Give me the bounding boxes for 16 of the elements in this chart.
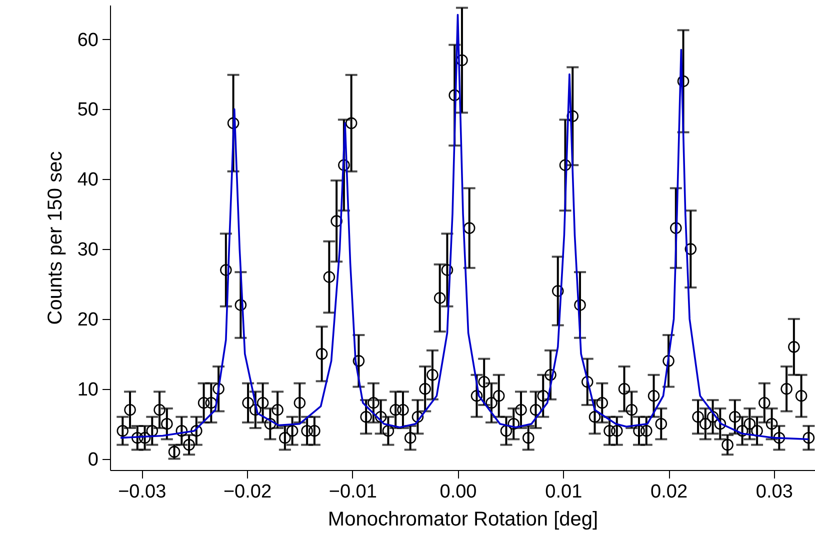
y-tick-label: 60 (77, 30, 98, 51)
x-axis-title: Monochromator Rotation [deg] (328, 508, 598, 530)
x-tick-label: −0.02 (223, 482, 272, 502)
y-tick-label: 50 (77, 100, 98, 121)
y-axis-title: Counts per 150 sec (44, 151, 66, 325)
y-tick-label: 40 (77, 170, 98, 191)
x-tick-label: 0.01 (545, 482, 582, 502)
x-tick-label: 0.03 (756, 482, 793, 502)
x-tick-label: −0.03 (118, 482, 166, 502)
y-tick-label: 30 (77, 240, 98, 261)
y-tick-label: 10 (77, 379, 98, 400)
y-tick-label: 20 (77, 309, 98, 330)
x-tick-label: 0.02 (650, 482, 688, 502)
x-tick-label: 0.00 (440, 482, 477, 502)
y-tick-label: 0 (88, 449, 98, 470)
x-tick-label: −0.01 (328, 482, 377, 502)
